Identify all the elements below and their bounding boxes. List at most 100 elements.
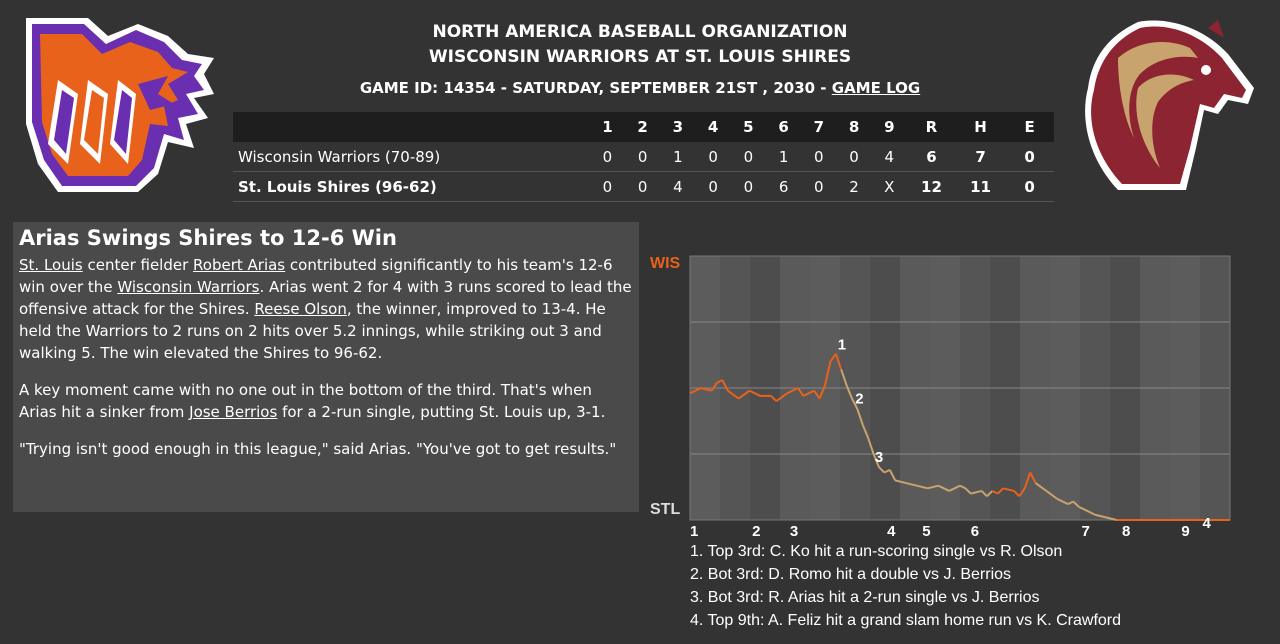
win-probability-segment <box>1018 487 1026 497</box>
win-probability-segment <box>1002 487 1015 492</box>
errors-header: E <box>1005 112 1054 142</box>
linescore-table: 1 2 3 4 5 6 7 8 9 R H E Wisconsin Warrio… <box>233 112 1054 202</box>
away-inning-score: 1 <box>660 142 696 172</box>
hits-header: H <box>956 112 1006 142</box>
article-headline: Arias Swings Shires to 12-6 Win <box>19 226 397 250</box>
home-inning-score: X <box>871 171 907 202</box>
win-probability-segment <box>997 487 1004 495</box>
win-probability-segment <box>948 484 961 492</box>
inning-header: 1 <box>589 112 626 142</box>
event-marker: 3 <box>875 449 883 466</box>
game-recap-article: Arias Swings Shires to 12-6 Win St. Loui… <box>13 222 639 512</box>
event-marker: 4 <box>1203 515 1212 532</box>
player-link-jose-berrios[interactable]: Jose Berrios <box>189 403 278 421</box>
matchup-title: WISCONSIN WARRIORS AT ST. LOUIS SHIRES <box>428 47 852 67</box>
inning-label: 7 <box>1082 523 1090 540</box>
inning-label: 2 <box>752 523 760 540</box>
win-probability-segment <box>872 453 880 468</box>
win-probability-segment <box>970 489 982 495</box>
game-info: GAME ID: 14354 - SATURDAY, SEPTEMBER 21S… <box>0 79 1280 97</box>
win-probability-segment <box>1072 500 1080 508</box>
win-probability-segment <box>786 387 799 395</box>
inning-label: 8 <box>1122 523 1130 540</box>
gridlines <box>689 255 1231 521</box>
home-team-row: St. Louis Shires (96-62) 0 0 4 0 0 6 0 2… <box>233 171 1054 202</box>
home-errors: 0 <box>1005 171 1054 202</box>
home-inning-score: 4 <box>660 171 696 202</box>
win-probability-segment <box>1013 490 1021 497</box>
win-probability-line <box>689 353 1230 521</box>
home-inning-score: 0 <box>589 171 626 202</box>
away-inning-score: 0 <box>625 142 661 172</box>
player-link-robert-arias[interactable]: Robert Arias <box>193 256 286 274</box>
article-text: A key moment came with no one out in the… <box>19 381 592 421</box>
team-link-wisconsin-warriors[interactable]: Wisconsin Warriors <box>117 278 260 296</box>
home-inning-score: 0 <box>801 171 837 202</box>
inning-label: 4 <box>887 523 896 540</box>
event-item: 3. Bot 3rd: R. Arias hit a 2-run single … <box>690 589 1040 606</box>
st-louis-shires-logo <box>1085 20 1254 191</box>
article-paragraph: St. Louis center fielder Robert Arias co… <box>19 254 633 364</box>
away-inning-score: 0 <box>836 142 872 172</box>
win-probability-segment <box>700 387 712 392</box>
away-team-name: Wisconsin Warriors (70-89) <box>233 142 590 172</box>
win-probability-segment <box>813 390 821 400</box>
home-runs: 12 <box>906 171 957 202</box>
win-probability-segment <box>689 387 702 395</box>
win-probability-segment <box>1067 500 1074 506</box>
win-probability-segment <box>1035 482 1047 492</box>
event-marker: 2 <box>855 390 863 407</box>
win-probability-segment <box>834 353 843 370</box>
away-inning-score: 0 <box>589 142 626 172</box>
away-team-row: Wisconsin Warriors (70-89) 0 0 1 0 0 1 0… <box>233 142 1054 172</box>
inning-header: 9 <box>871 112 907 142</box>
away-inning-score: 4 <box>871 142 907 172</box>
win-probability-segment <box>883 468 891 474</box>
win-probability-segment <box>710 382 718 392</box>
win-probability-segment <box>1105 516 1117 521</box>
win-probability-segment <box>748 389 761 397</box>
chart-frame <box>689 255 1231 521</box>
inning-header: 2 <box>625 112 661 142</box>
key-events-list: 1. Top 3rd: C. Ko hit a run-scoring sing… <box>690 540 1121 632</box>
article-quote: "Trying isn't good enough in this league… <box>19 440 617 458</box>
home-inning-score: 0 <box>695 171 731 202</box>
win-probability-segment <box>856 408 864 426</box>
win-probability-segment <box>721 379 729 392</box>
game-log-link[interactable]: GAME LOG <box>831 79 921 97</box>
win-probability-segment <box>905 482 918 487</box>
inning-label: 9 <box>1181 523 1189 540</box>
win-probability-segment <box>1056 497 1069 506</box>
team-link-st-louis[interactable]: St. Louis <box>19 256 83 274</box>
inning-label: 6 <box>971 523 979 540</box>
win-probability-segment <box>964 487 972 495</box>
win-probability-segment <box>845 384 853 399</box>
win-probability-segment <box>937 484 950 492</box>
article-text: . Arias went 2 for 4 with 3 runs scored … <box>19 278 632 318</box>
inning-label: 5 <box>922 523 930 540</box>
win-probability-segment <box>894 479 907 485</box>
inning-header: 7 <box>801 112 837 142</box>
inning-header: 6 <box>765 112 802 142</box>
team-column-header <box>233 112 590 142</box>
win-probability-segment <box>927 484 939 490</box>
home-inning-score: 2 <box>836 171 872 202</box>
article-text: contributed significantly to his team's … <box>19 256 613 296</box>
win-probability-segment <box>991 490 999 495</box>
win-probability-segment <box>1094 513 1107 519</box>
inning-label: 1 <box>690 523 698 540</box>
away-runs: 6 <box>906 142 957 172</box>
event-marker: 1 <box>838 337 846 354</box>
win-probability-segment <box>888 469 897 481</box>
win-probability-segment <box>1029 472 1037 484</box>
league-title: NORTH AMERICA BASEBALL ORGANIZATION <box>432 22 848 42</box>
win-probability-segment <box>1023 472 1032 489</box>
article-paragraph: A key moment came with no one out in the… <box>19 379 633 423</box>
win-probability-segment <box>867 437 875 455</box>
player-link-reese-olson[interactable]: Reese Olson <box>254 300 347 318</box>
event-item: 1. Top 3rd: C. Ko hit a run-scoring sing… <box>690 543 1063 560</box>
article-text: center fielder <box>82 256 194 274</box>
away-errors: 0 <box>1005 142 1054 172</box>
win-probability-segment <box>716 379 723 384</box>
away-inning-score: 0 <box>695 142 731 172</box>
